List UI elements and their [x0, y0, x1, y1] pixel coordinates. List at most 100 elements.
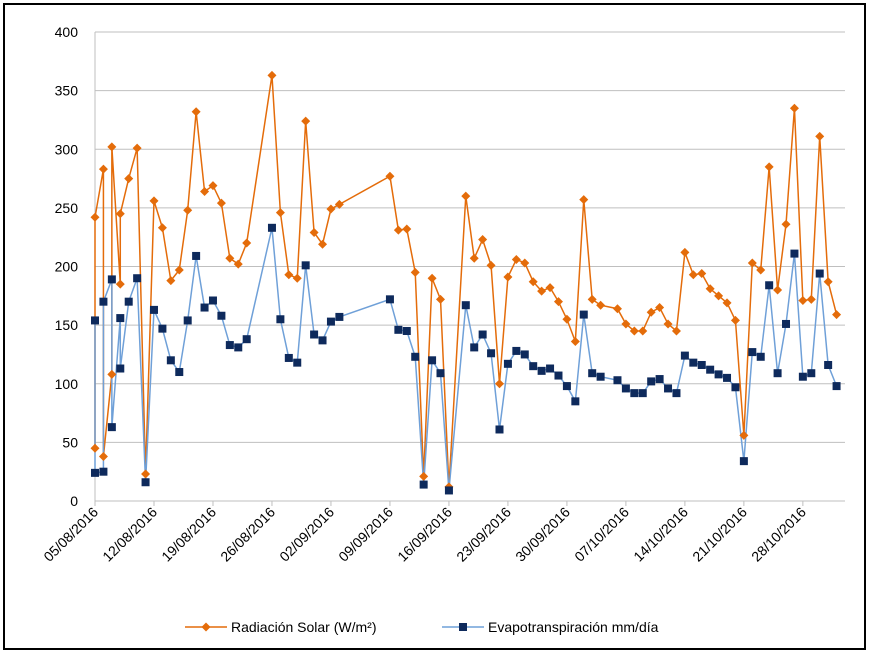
y-tick-label: 50 — [62, 434, 78, 450]
marker — [419, 480, 428, 489]
marker — [91, 468, 99, 477]
marker — [334, 199, 344, 209]
marker — [293, 358, 302, 367]
marker — [722, 298, 732, 308]
legend-item: Radiación Solar (W/m²) — [185, 619, 376, 635]
marker — [798, 296, 808, 306]
marker — [91, 316, 99, 325]
marker — [612, 304, 622, 314]
y-tick-label: 0 — [70, 493, 78, 509]
marker — [115, 279, 125, 289]
marker — [436, 294, 446, 304]
marker — [781, 219, 791, 229]
marker — [419, 471, 429, 481]
marker — [183, 316, 192, 325]
marker — [410, 267, 420, 277]
marker — [427, 273, 437, 283]
marker — [723, 373, 732, 382]
marker — [571, 397, 580, 406]
marker — [629, 326, 639, 336]
marker — [208, 296, 217, 305]
marker — [107, 423, 116, 432]
marker — [730, 315, 740, 325]
marker — [166, 356, 175, 365]
marker — [309, 227, 319, 237]
marker — [99, 297, 108, 306]
marker — [469, 253, 479, 263]
marker — [756, 265, 766, 275]
marker — [326, 204, 336, 214]
marker — [470, 343, 479, 352]
marker — [747, 258, 757, 268]
marker — [579, 195, 589, 205]
marker — [782, 319, 791, 328]
marker — [225, 341, 234, 350]
marker — [192, 251, 201, 260]
marker — [428, 356, 437, 365]
marker — [807, 369, 816, 378]
marker — [537, 366, 546, 375]
marker — [478, 235, 488, 245]
marker — [664, 384, 673, 393]
marker — [98, 164, 108, 174]
marker — [233, 259, 243, 269]
marker — [646, 307, 656, 317]
marker — [621, 384, 630, 393]
marker — [495, 425, 504, 434]
marker — [765, 281, 774, 290]
marker — [217, 311, 226, 320]
marker — [596, 372, 605, 381]
marker — [90, 212, 100, 222]
marker — [310, 330, 319, 339]
marker — [503, 359, 512, 368]
marker — [107, 142, 117, 152]
marker — [284, 270, 294, 280]
marker — [824, 360, 833, 369]
marker — [284, 353, 293, 362]
marker — [579, 310, 588, 319]
marker — [459, 623, 467, 631]
y-tick-label: 200 — [55, 259, 79, 275]
marker — [326, 317, 335, 326]
marker — [208, 181, 218, 191]
marker — [688, 270, 698, 280]
y-tick-label: 300 — [55, 141, 79, 157]
marker — [520, 350, 529, 359]
marker — [689, 358, 698, 367]
marker — [200, 303, 209, 312]
marker — [402, 326, 411, 335]
marker — [815, 269, 824, 278]
marker — [638, 389, 647, 398]
marker — [157, 223, 167, 233]
marker — [149, 305, 158, 314]
y-tick-label: 100 — [55, 376, 79, 392]
marker — [267, 70, 277, 80]
marker — [124, 174, 134, 184]
marker — [553, 297, 563, 307]
marker — [411, 352, 420, 361]
marker — [528, 277, 538, 287]
marker — [520, 258, 530, 268]
marker — [714, 370, 723, 379]
marker — [385, 171, 395, 181]
marker — [680, 247, 690, 257]
marker — [748, 348, 757, 357]
marker — [739, 457, 748, 466]
marker — [234, 343, 243, 352]
marker — [798, 372, 807, 381]
marker — [663, 319, 673, 329]
marker — [570, 337, 580, 347]
marker — [267, 223, 276, 232]
marker — [158, 324, 167, 333]
marker — [494, 379, 504, 389]
marker — [655, 375, 664, 384]
marker — [487, 349, 496, 358]
marker — [680, 351, 689, 360]
y-tick-label: 400 — [55, 24, 79, 40]
legend-label: Evapotranspiración mm/día — [488, 619, 659, 635]
marker — [141, 478, 150, 487]
marker — [806, 294, 816, 304]
marker — [107, 369, 117, 379]
marker — [588, 369, 597, 378]
marker — [596, 300, 606, 310]
